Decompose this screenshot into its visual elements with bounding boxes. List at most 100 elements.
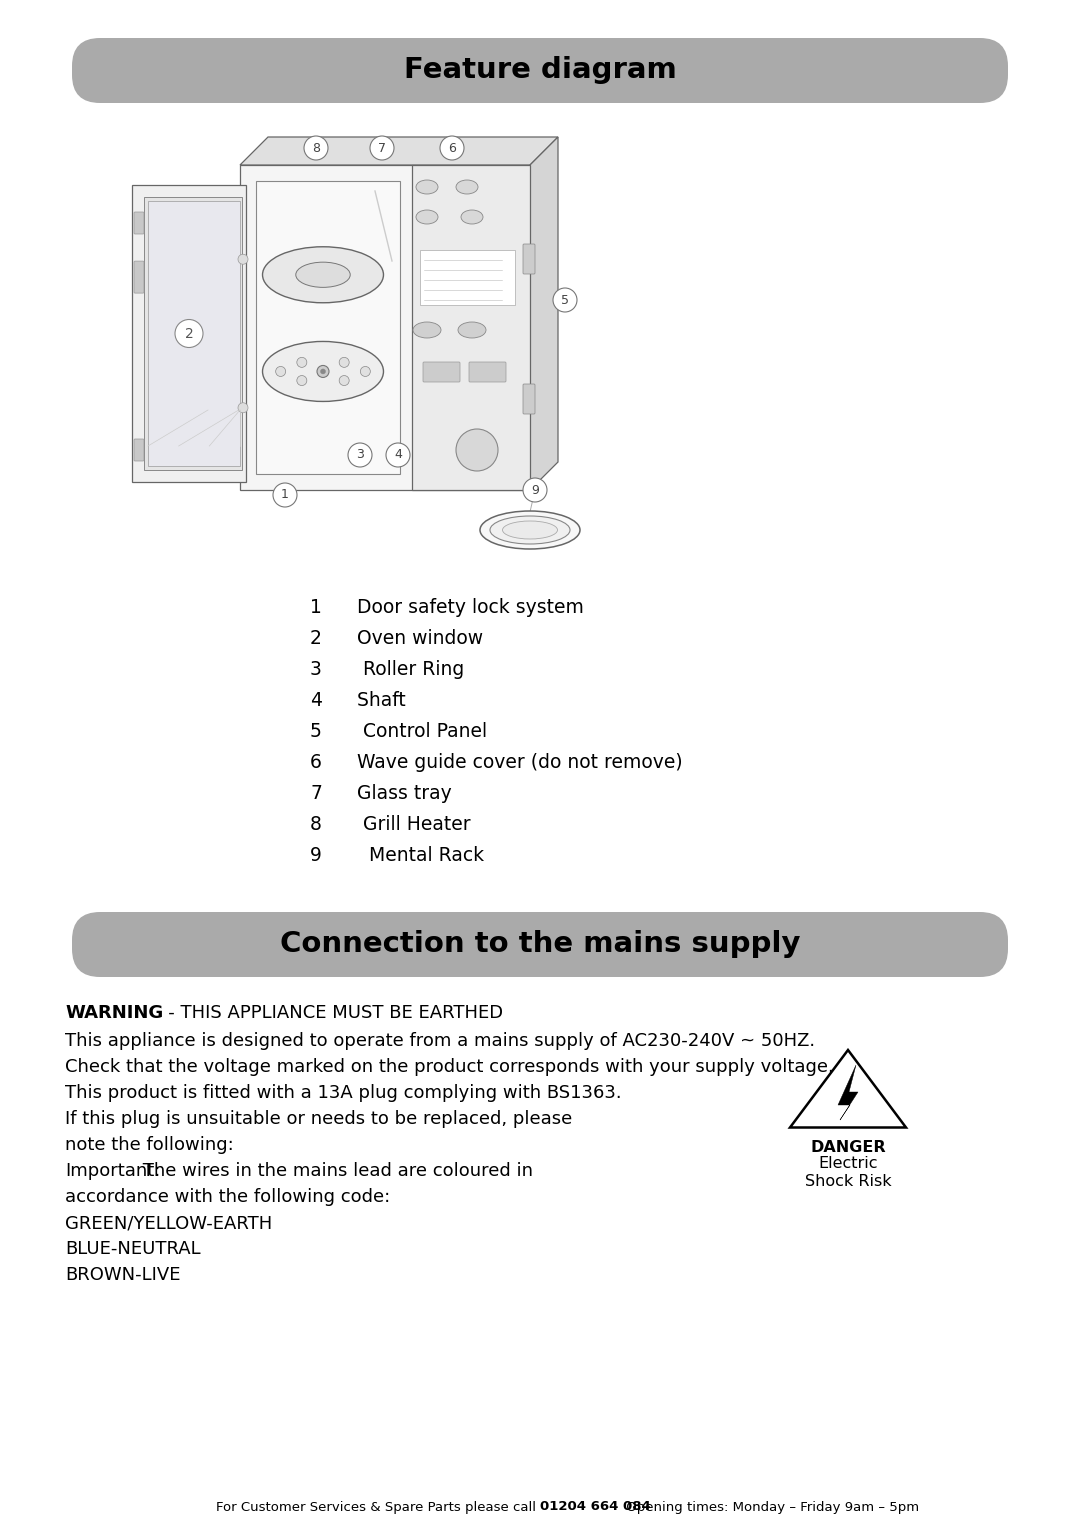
Text: 1: 1 [281,489,289,501]
Text: 7: 7 [310,783,322,803]
Text: 2: 2 [185,327,193,341]
Circle shape [440,136,464,160]
Text: Opening times: Monday – Friday 9am – 5pm: Opening times: Monday – Friday 9am – 5pm [622,1501,919,1513]
Text: This appliance is designed to operate from a mains supply of AC230-240V ~ 50HZ.: This appliance is designed to operate fr… [65,1032,815,1051]
FancyBboxPatch shape [72,912,1008,977]
Ellipse shape [262,247,383,302]
Text: 4: 4 [310,692,322,710]
Polygon shape [132,185,246,483]
FancyBboxPatch shape [72,38,1008,102]
Polygon shape [240,165,530,490]
Text: Mental Rack: Mental Rack [345,846,484,864]
Text: Electric: Electric [819,1156,878,1171]
Circle shape [273,483,297,507]
Circle shape [297,376,307,385]
Ellipse shape [413,322,441,337]
Text: 7: 7 [378,142,386,154]
Polygon shape [838,1064,858,1119]
Circle shape [339,357,349,368]
Text: Shock Risk: Shock Risk [805,1174,891,1188]
FancyBboxPatch shape [523,244,535,273]
Polygon shape [789,1051,906,1127]
Circle shape [339,376,349,385]
Text: 01204 664 084: 01204 664 084 [540,1501,651,1513]
Circle shape [318,365,329,377]
Text: 9: 9 [531,484,539,496]
Circle shape [275,366,286,377]
Text: BLUE-NEUTRAL: BLUE-NEUTRAL [65,1240,201,1258]
Text: This product is fitted with a 13A plug complying with BS1363.: This product is fitted with a 13A plug c… [65,1084,622,1102]
Polygon shape [411,165,530,490]
Polygon shape [530,137,558,490]
Circle shape [238,403,248,412]
Text: Important:: Important: [65,1162,160,1180]
Text: 9: 9 [310,846,322,864]
Text: 3: 3 [310,660,322,680]
Text: GREEN/YELLOW-EARTH: GREEN/YELLOW-EARTH [65,1214,272,1232]
Text: 5: 5 [310,722,322,741]
Text: accordance with the following code:: accordance with the following code: [65,1188,390,1206]
Text: Oven window: Oven window [345,629,483,647]
Text: Grill Heater: Grill Heater [345,815,471,834]
Circle shape [321,370,325,374]
Text: WARNING: WARNING [65,1003,163,1022]
Text: Shaft: Shaft [345,692,406,710]
Text: Door safety lock system: Door safety lock system [345,599,584,617]
FancyBboxPatch shape [523,383,535,414]
Text: 6: 6 [448,142,456,154]
Circle shape [297,357,307,368]
Ellipse shape [456,180,478,194]
Text: 6: 6 [310,753,322,773]
Text: 4: 4 [394,449,402,461]
Circle shape [238,255,248,264]
Ellipse shape [461,211,483,224]
Text: Check that the voltage marked on the product corresponds with your supply voltag: Check that the voltage marked on the pro… [65,1058,834,1077]
Text: Control Panel: Control Panel [345,722,487,741]
Ellipse shape [480,512,580,550]
Text: DANGER: DANGER [810,1139,886,1154]
Polygon shape [148,202,240,466]
Text: Glass tray: Glass tray [345,783,451,803]
Ellipse shape [490,516,570,544]
Text: - THIS APPLIANCE MUST BE EARTHED: - THIS APPLIANCE MUST BE EARTHED [151,1003,503,1022]
FancyBboxPatch shape [134,212,144,234]
Ellipse shape [456,429,498,470]
Circle shape [175,319,203,348]
Text: 5: 5 [561,293,569,307]
Circle shape [386,443,410,467]
Text: 8: 8 [312,142,320,154]
Text: note the following:: note the following: [65,1136,233,1154]
Circle shape [370,136,394,160]
Ellipse shape [502,521,557,539]
Circle shape [303,136,328,160]
Text: Wave guide cover (do not remove): Wave guide cover (do not remove) [345,753,683,773]
Text: Feature diagram: Feature diagram [404,56,676,84]
Ellipse shape [458,322,486,337]
Circle shape [361,366,370,377]
FancyBboxPatch shape [420,250,515,305]
Ellipse shape [296,263,350,287]
Ellipse shape [416,211,438,224]
Polygon shape [256,182,400,473]
Circle shape [348,443,372,467]
Ellipse shape [416,180,438,194]
Text: BROWN-LIVE: BROWN-LIVE [65,1266,180,1284]
FancyBboxPatch shape [134,438,144,461]
Text: Roller Ring: Roller Ring [345,660,464,680]
Polygon shape [240,137,558,165]
Circle shape [523,478,546,502]
FancyBboxPatch shape [423,362,460,382]
Text: Connection to the mains supply: Connection to the mains supply [280,930,800,959]
Text: 2: 2 [310,629,322,647]
Text: If this plug is unsuitable or needs to be replaced, please: If this plug is unsuitable or needs to b… [65,1110,572,1128]
Text: 8: 8 [310,815,322,834]
Text: For Customer Services & Spare Parts please call: For Customer Services & Spare Parts plea… [216,1501,540,1513]
Circle shape [553,289,577,312]
Polygon shape [144,197,242,470]
Ellipse shape [262,342,383,402]
Text: The wires in the mains lead are coloured in: The wires in the mains lead are coloured… [137,1162,534,1180]
FancyBboxPatch shape [134,261,144,293]
Text: 3: 3 [356,449,364,461]
Text: 1: 1 [310,599,322,617]
FancyBboxPatch shape [469,362,507,382]
